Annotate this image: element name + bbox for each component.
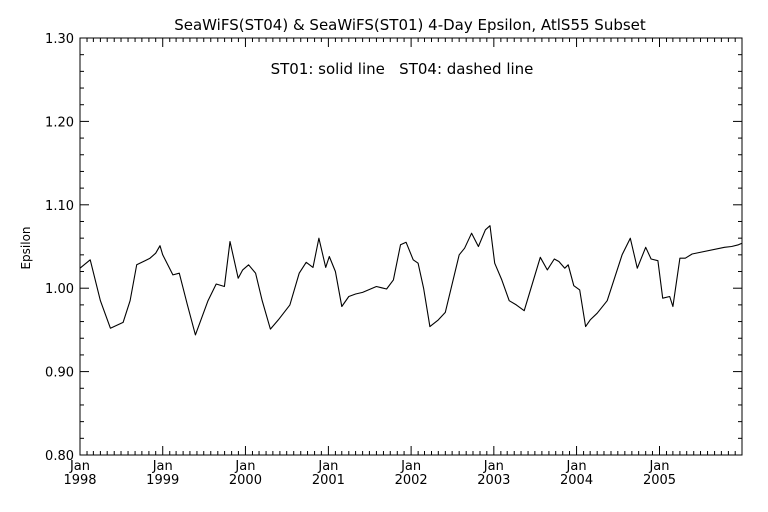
x-tick-label-month: Jan bbox=[566, 459, 587, 474]
x-tick-label-month: Jan bbox=[648, 459, 669, 474]
y-tick-label: 1.10 bbox=[45, 199, 74, 214]
series-line-solid bbox=[79, 225, 743, 336]
y-tick-label: 1.30 bbox=[45, 32, 74, 47]
line-style-annotation: ST01: solid line ST04: dashed line bbox=[271, 60, 534, 78]
plot-frame bbox=[79, 37, 743, 456]
x-tick-label-year: 2001 bbox=[312, 473, 345, 488]
x-tick-label-year: 2004 bbox=[560, 473, 593, 488]
y-tick-label: 0.90 bbox=[45, 366, 74, 381]
x-tick-label-year: 2005 bbox=[643, 473, 676, 488]
x-tick-label-year: 2003 bbox=[477, 473, 510, 488]
x-tick-label-month: Jan bbox=[400, 459, 421, 474]
chart-title: SeaWiFS(ST04) & SeaWiFS(ST01) 4-Day Epsi… bbox=[174, 16, 646, 34]
x-tick-label-year: 2000 bbox=[229, 473, 262, 488]
y-tick-label: 0.80 bbox=[45, 449, 74, 464]
x-tick-label-month: Jan bbox=[152, 459, 173, 474]
x-tick-label-month: Jan bbox=[234, 459, 255, 474]
x-tick-label-year: 1999 bbox=[146, 473, 179, 488]
series-layer bbox=[79, 225, 743, 336]
x-tick-label-year: 2002 bbox=[395, 473, 428, 488]
y-axis: 0.80 0.90 1.00 1.10 1.20 1.30 bbox=[45, 32, 742, 464]
y-tick-label: 1.00 bbox=[45, 282, 74, 297]
x-tick-label-month: Jan bbox=[483, 459, 504, 474]
x-tick-label-year: 1998 bbox=[63, 473, 96, 488]
y-tick-label: 1.20 bbox=[45, 115, 74, 130]
x-tick-label-month: Jan bbox=[317, 459, 338, 474]
x-tick-label-month: Jan bbox=[69, 459, 90, 474]
y-axis-label: Epsilon bbox=[19, 226, 33, 269]
x-axis: Jan1998Jan1999Jan2000Jan2001Jan2002Jan20… bbox=[63, 38, 736, 488]
